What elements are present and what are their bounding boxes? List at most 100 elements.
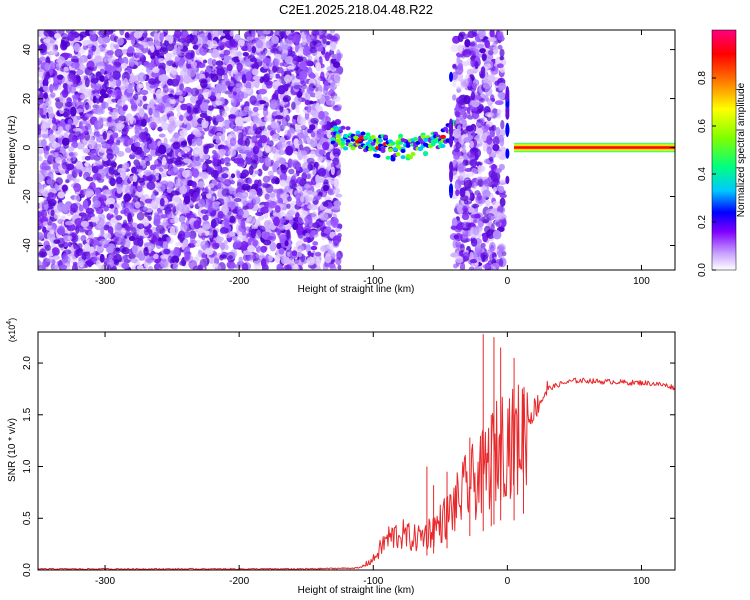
- spectrogram-signal-cell: [343, 146, 349, 151]
- spectrogram-noise-cell: [145, 41, 155, 47]
- spectrogram-noise-cell: [154, 38, 161, 49]
- spectrogram-noise-cell: [325, 40, 331, 46]
- spectrogram-noise-cell: [499, 146, 507, 152]
- spectrogram-noise-cell: [73, 43, 81, 53]
- spectrogram-noise-cell: [469, 159, 478, 167]
- spectrogram-noise-cell: [492, 136, 500, 146]
- spectrogram-noise-cell: [192, 168, 200, 178]
- spectrogram-noise-cell: [73, 242, 79, 250]
- spectrogram-noise-cell: [317, 167, 327, 177]
- spectrogram-noise-cell: [136, 264, 144, 270]
- spectrogram-noise-cell: [237, 90, 244, 101]
- spectrogram-noise-cell: [486, 135, 493, 145]
- spectrogram-noise-cell: [287, 50, 296, 57]
- spectrogram-noise-cell: [297, 48, 304, 57]
- spectrogram-noise-cell: [220, 205, 229, 215]
- spectrogram-noise-cell: [190, 118, 198, 128]
- spectrogram-x-tick-label: 100: [633, 276, 650, 287]
- spectrogram-noise-cell: [279, 136, 285, 142]
- spectrogram-noise-cell: [252, 123, 257, 132]
- spectrogram-noise-cell: [324, 92, 330, 101]
- spectrogram-noise-cell: [129, 202, 135, 210]
- spectrogram-noise-cell: [224, 220, 230, 229]
- spectrogram-noise-cell: [471, 262, 479, 268]
- spectrogram-noise-cell: [75, 161, 84, 170]
- spectrogram-noise-cell: [183, 74, 191, 84]
- spectrogram-noise-cell: [304, 215, 313, 224]
- spectrogram-noise-cell: [100, 108, 105, 115]
- spectrogram-noise-cell: [465, 237, 471, 243]
- spectrogram-noise-cell: [454, 182, 459, 190]
- spectrogram-noise-cell: [490, 262, 500, 270]
- spectrogram-noise-cell: [169, 226, 176, 236]
- spectrogram-noise-cell: [146, 160, 151, 166]
- spectrogram-noise-cell: [229, 30, 235, 37]
- spectrogram-noise-cell: [255, 211, 264, 217]
- spectrogram-noise-cell: [163, 137, 168, 146]
- spectrogram-noise-cell: [477, 192, 482, 201]
- spectrogram-noise-cell: [284, 213, 294, 221]
- spectrogram-signal-cell: [385, 155, 391, 160]
- spectrogram-noise-cell: [493, 181, 499, 186]
- spectrogram-signal-cell: [360, 131, 366, 136]
- spectrogram-signal-cell: [398, 133, 404, 138]
- spectrogram-peak-cell: [440, 134, 447, 139]
- spectrogram-noise-cell: [138, 235, 144, 241]
- spectrogram-noise-cell: [492, 186, 498, 192]
- spectrogram-noise-cell: [113, 207, 119, 216]
- spectrogram-noise-cell: [124, 230, 132, 237]
- spectrogram-noise-cell: [483, 254, 489, 262]
- spectrogram-noise-cell: [128, 137, 134, 146]
- spectrogram-noise-cell: [464, 38, 471, 48]
- spectrogram-noise-cell: [287, 196, 292, 202]
- spectrogram-noise-cell: [314, 251, 322, 257]
- spectrogram-signal-cell: [378, 138, 384, 143]
- spectrogram-noise-cell: [474, 60, 479, 70]
- spectrogram-noise-cell: [217, 210, 224, 219]
- spectrogram-noise-cell: [473, 218, 478, 224]
- spectrogram-noise-cell: [275, 66, 284, 74]
- spectrogram-noise-cell: [484, 39, 491, 49]
- spectrogram-noise-cell: [165, 64, 174, 74]
- spectrogram-noise-cell: [453, 234, 460, 240]
- spectrogram-noise-cell: [94, 55, 102, 64]
- spectrogram-streak-cell: [505, 86, 510, 102]
- spectrogram-signal-cell: [420, 134, 426, 139]
- spectrogram-noise-cell: [173, 166, 179, 173]
- spectrogram-noise-cell: [108, 177, 115, 185]
- spectrogram-noise-cell: [332, 33, 341, 42]
- spectrogram-signal-cell: [330, 137, 336, 142]
- spectrogram-noise-cell: [268, 200, 277, 209]
- spectrogram-noise-cell: [241, 126, 248, 137]
- spectrogram-noise-cell: [113, 43, 120, 48]
- spectrogram-noise-cell: [292, 57, 300, 66]
- spectrogram-noise-cell: [61, 184, 68, 192]
- spectrogram-noise-cell: [79, 111, 84, 119]
- spectrogram-noise-cell: [304, 99, 310, 106]
- spectrogram-noise-cell: [313, 195, 321, 201]
- spectrogram-noise-cell: [498, 185, 505, 194]
- spectrogram-noise-cell: [178, 215, 186, 223]
- spectrogram-noise-cell: [276, 263, 283, 270]
- spectrogram-noise-cell: [459, 155, 464, 161]
- spectrogram-noise-cell: [67, 235, 73, 241]
- spectrogram-noise-cell: [482, 189, 491, 198]
- spectrogram-noise-cell: [107, 30, 117, 33]
- spectrogram-noise-cell: [212, 263, 219, 269]
- spectrogram-noise-cell: [155, 224, 165, 234]
- spectrogram-noise-cell: [461, 212, 470, 221]
- spectrogram-streak-cell: [449, 133, 454, 148]
- spectrogram-noise-cell: [305, 244, 312, 253]
- spectrogram-noise-cell: [133, 93, 139, 101]
- spectrogram-noise-cell: [237, 138, 244, 146]
- spectrogram-noise-cell: [258, 88, 268, 95]
- spectrogram-noise-cell: [52, 264, 59, 270]
- spectrogram-noise-cell: [77, 260, 84, 267]
- spectrogram-noise-cell: [192, 107, 199, 114]
- spectrogram-noise-cell: [197, 264, 203, 270]
- spectrogram-noise-cell: [466, 150, 475, 158]
- spectrogram-noise-cell: [471, 100, 480, 108]
- spectrogram-noise-cell: [107, 88, 112, 98]
- spectrogram-noise-cell: [183, 146, 191, 153]
- spectrogram-noise-cell: [272, 65, 277, 74]
